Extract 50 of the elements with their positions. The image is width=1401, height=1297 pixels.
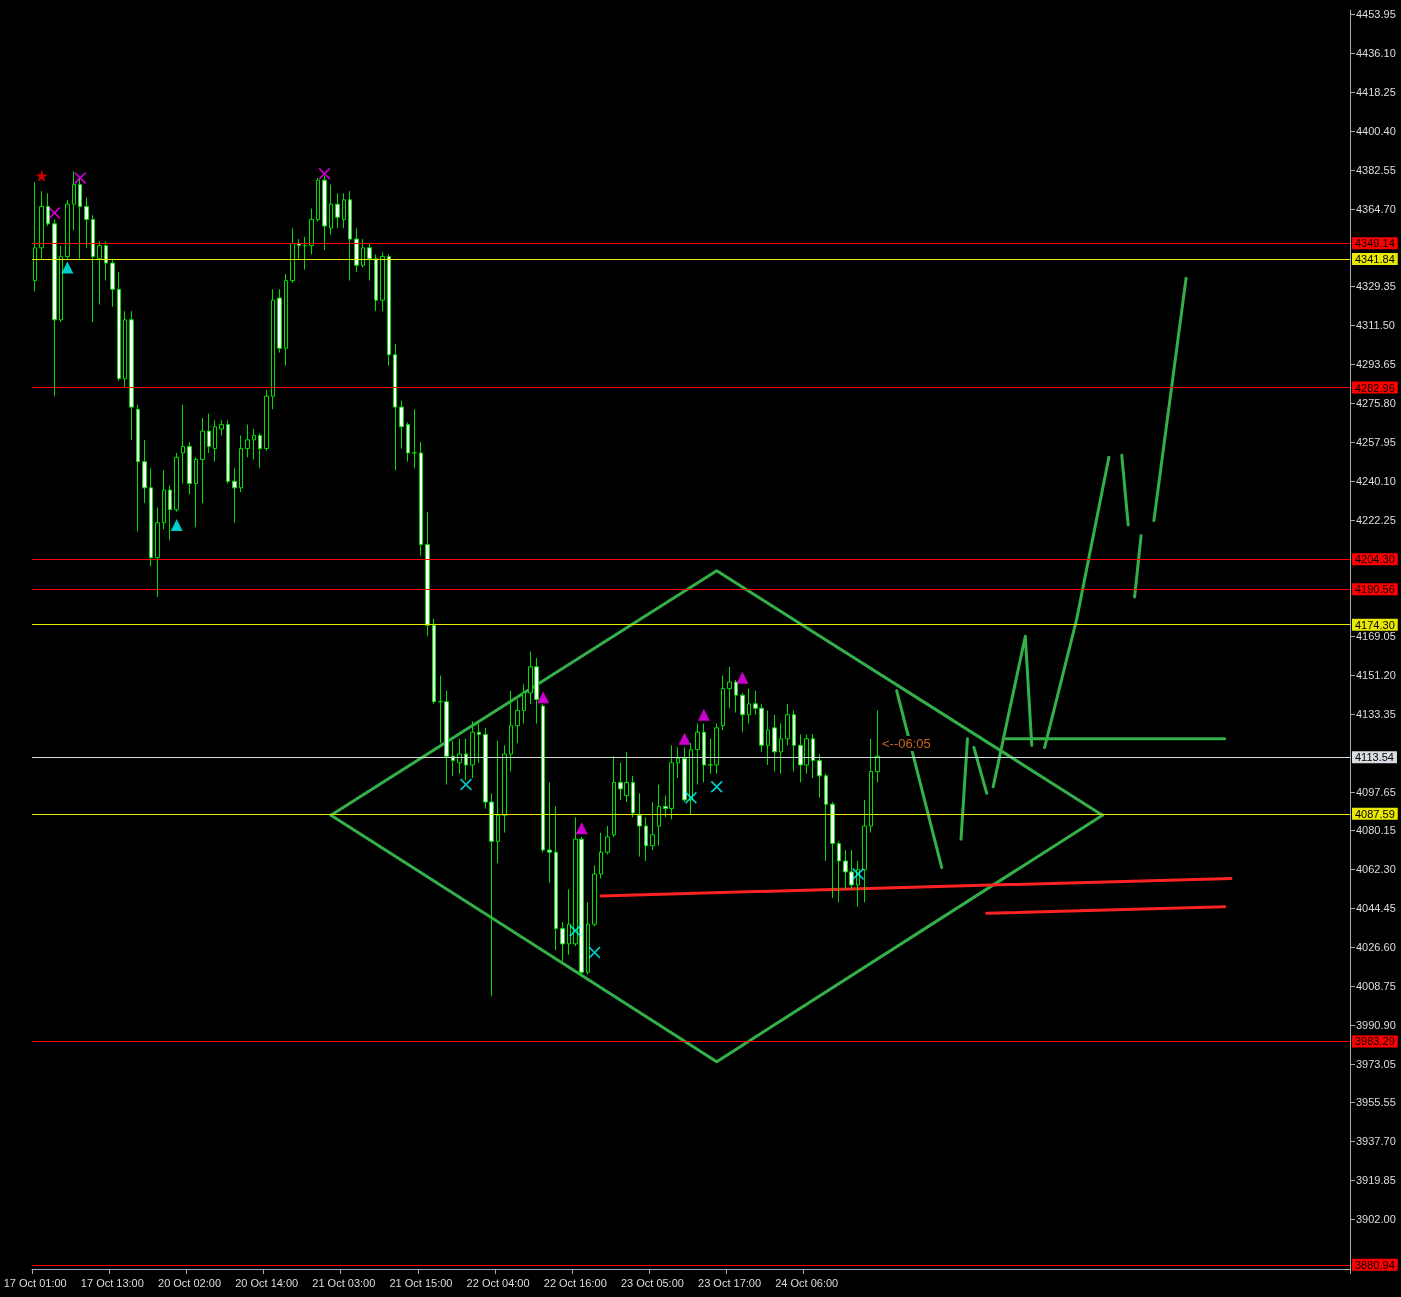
ref-line-label: 4282.96 — [1355, 381, 1395, 394]
y-tick-label: 3902.00 — [1356, 1212, 1396, 1225]
x-tick-label: 23 Oct 17:00 — [698, 1276, 762, 1289]
y-tick-label: 4400.40 — [1356, 125, 1396, 138]
y-tick-label: 3919.85 — [1356, 1173, 1396, 1186]
y-tick-label: 4133.35 — [1356, 708, 1396, 721]
ref-line-label: 4174.30 — [1355, 618, 1395, 631]
ref-line-label: 4204.30 — [1355, 553, 1395, 566]
x-tick-label: 22 Oct 04:00 — [466, 1276, 530, 1289]
y-tick-label: 4169.05 — [1356, 630, 1396, 643]
ref-line-label: 4087.59 — [1355, 807, 1395, 820]
y-tick-label: 4097.65 — [1356, 785, 1396, 798]
y-tick-label: 4151.20 — [1356, 669, 1396, 682]
y-tick-label: 4026.60 — [1356, 940, 1396, 953]
y-tick-label: 4364.70 — [1356, 203, 1396, 216]
x-tick-label: 24 Oct 06:00 — [775, 1276, 839, 1289]
y-tick-label: 3937.70 — [1356, 1134, 1396, 1147]
y-tick-label: 4382.55 — [1356, 164, 1396, 177]
y-tick-label: 3973.05 — [1356, 1057, 1396, 1070]
x-tick-label: 20 Oct 14:00 — [235, 1276, 299, 1289]
x-tick-label: 17 Oct 13:00 — [80, 1276, 144, 1289]
y-tick-label: 3990.90 — [1356, 1018, 1396, 1031]
y-tick-label: 4044.45 — [1356, 901, 1396, 914]
y-tick-label: 4436.10 — [1356, 47, 1396, 60]
y-tick-label: 4008.75 — [1356, 979, 1396, 992]
x-tick-label: 21 Oct 15:00 — [389, 1276, 453, 1289]
y-tick-label: 4329.35 — [1356, 280, 1396, 293]
ref-line-label: 3983.29 — [1355, 1035, 1395, 1048]
y-tick-label: 4062.30 — [1356, 863, 1396, 876]
y-tick-label: 4275.80 — [1356, 397, 1396, 410]
y-tick-label: 4453.95 — [1356, 8, 1396, 21]
ref-line-label: 4349.14 — [1355, 237, 1395, 250]
x-tick-label: 21 Oct 03:00 — [312, 1276, 376, 1289]
ref-line-label: 4113.54 — [1355, 751, 1394, 764]
x-tick-label: 22 Oct 16:00 — [543, 1276, 607, 1289]
x-tick-label: 17 Oct 01:00 — [3, 1276, 67, 1289]
y-tick-label: 4240.10 — [1356, 475, 1396, 488]
x-tick-label: 20 Oct 02:00 — [158, 1276, 222, 1289]
x-tick-label: 23 Oct 05:00 — [620, 1276, 684, 1289]
y-tick-label: 4293.65 — [1356, 358, 1396, 371]
y-tick-label: 4257.95 — [1356, 436, 1396, 449]
y-tick-label: 4311.50 — [1356, 319, 1395, 332]
y-tick-label: 4222.25 — [1356, 514, 1396, 527]
annotation: <--06:05 — [882, 736, 931, 751]
y-tick-label: 4418.25 — [1356, 86, 1396, 99]
y-tick-label: 4080.15 — [1356, 824, 1396, 837]
ref-line-label: 3880.94 — [1355, 1258, 1395, 1271]
y-tick-label: 3955.55 — [1356, 1095, 1396, 1108]
ref-line-label: 4341.84 — [1355, 253, 1395, 266]
ref-line-label: 4190.56 — [1355, 583, 1395, 596]
